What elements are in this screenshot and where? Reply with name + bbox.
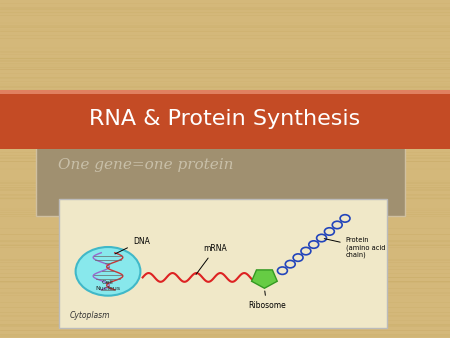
Bar — [58, 199, 387, 328]
Circle shape — [76, 247, 140, 296]
Text: mRNA: mRNA — [196, 244, 227, 274]
Text: Cell
Nucleus: Cell Nucleus — [95, 280, 121, 291]
Bar — [0, 90, 450, 149]
Text: RNA & Protein Synthesis: RNA & Protein Synthesis — [90, 109, 360, 129]
Bar — [36, 145, 405, 216]
Text: Protein
(amino acid
chain): Protein (amino acid chain) — [324, 237, 385, 258]
Bar — [0, 90, 450, 94]
Text: DNA: DNA — [115, 237, 149, 254]
Text: Ribosome: Ribosome — [248, 291, 286, 310]
Text: One gene=one protein: One gene=one protein — [58, 158, 234, 172]
Text: Cytoplasm: Cytoplasm — [70, 311, 110, 320]
